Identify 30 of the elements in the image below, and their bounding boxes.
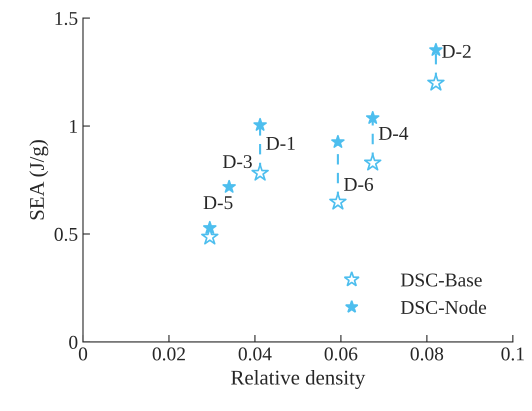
- x-tick-label: 0.02: [152, 347, 185, 361]
- y-axis-title: SEA (J/g): [29, 140, 48, 220]
- point: [364, 154, 382, 171]
- annotation: D-6: [344, 178, 374, 191]
- y-tick-label: 0.5: [54, 228, 78, 242]
- x-axis-title: Relative density: [231, 370, 366, 389]
- point: [331, 134, 345, 148]
- point: [429, 42, 443, 56]
- legend-label: DSC-Node: [400, 300, 486, 314]
- point: [222, 180, 236, 193]
- annotation: D-2: [442, 44, 471, 58]
- y-tick-label: 0: [69, 336, 78, 349]
- x-tick-label: 0.1: [501, 347, 524, 361]
- point: [251, 164, 269, 181]
- annotation: D-3: [222, 155, 252, 168]
- point: [427, 74, 445, 91]
- x-tick-label: 0: [78, 347, 88, 360]
- point: [329, 192, 347, 210]
- y-tick-label: 1.5: [56, 12, 78, 26]
- x-tick-label: 0.08: [410, 347, 444, 361]
- annotation: D-5: [204, 196, 232, 210]
- annotation: D-1: [266, 136, 295, 150]
- legend-label: DSC-Base: [400, 273, 482, 287]
- x-tick-label: 0.06: [324, 347, 358, 361]
- point: [203, 220, 217, 234]
- y-tick-label: 1: [70, 120, 77, 133]
- x-tick-label: 0.04: [238, 347, 272, 361]
- point: [253, 118, 267, 131]
- annotation: D-4: [378, 126, 408, 140]
- point: [366, 110, 380, 124]
